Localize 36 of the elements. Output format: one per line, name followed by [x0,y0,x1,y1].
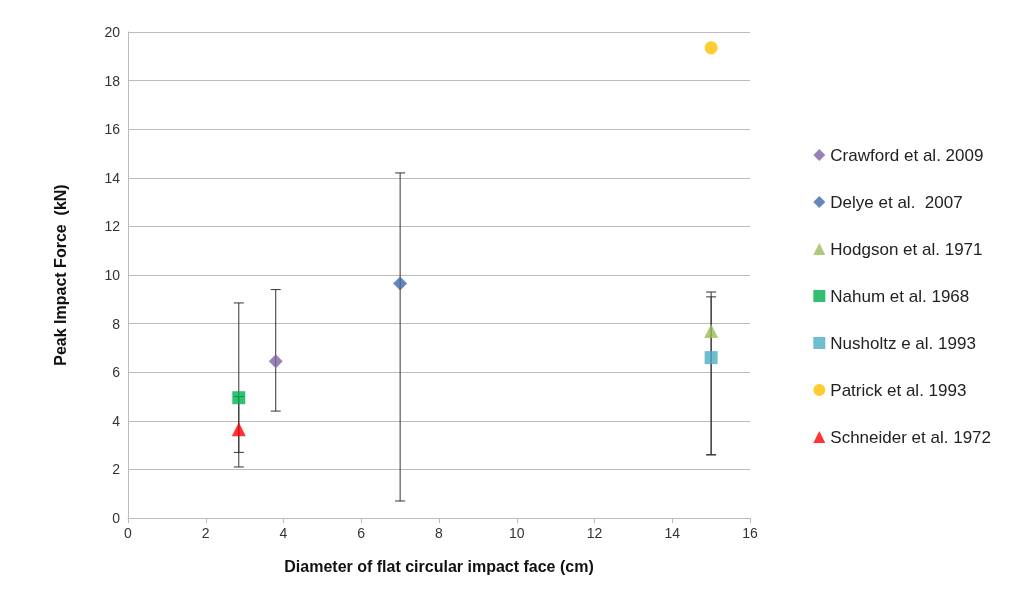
y-tick-label: 14 [104,169,121,186]
legend-label: Nusholtz e al. 1993 [830,333,976,353]
y-axis-title: Peak Impact Force (kN) [51,184,69,366]
point [704,351,718,365]
point [704,41,718,55]
legend-label: Patrick et al. 1993 [830,380,967,400]
x-tick-label: 2 [201,525,210,541]
y-tick-label: 20 [104,24,121,40]
x-tick-label: 8 [435,525,444,541]
x-tick-label: 0 [124,525,133,541]
legend-label: Nahum et al. 1968 [830,286,970,306]
x-axis-title: Diameter of flat circular impact face (cm) [284,557,594,575]
legend-label: Delye et al. 2007 [830,192,963,212]
y-tick-label: 4 [112,412,121,429]
y-tick-label: 18 [104,72,121,89]
point [268,354,283,369]
y-tick-label: 12 [104,218,121,235]
legend-label: Crawford et al. 2009 [830,145,984,165]
x-tick-label: 6 [357,525,366,541]
x-tick-label: 14 [664,525,681,541]
y-tick-label: 2 [112,461,121,478]
legend-label: Hodgson et al. 1971 [830,239,983,259]
point [704,323,719,338]
legend-label: Schneider et al. 1972 [830,427,991,447]
y-tick-label: 16 [104,121,121,138]
x-tick-label: 4 [279,525,288,541]
y-tick-label: 10 [104,267,121,283]
x-tick-label: 16 [742,525,758,541]
y-tick-label: 6 [112,364,121,381]
point [393,276,408,291]
point [232,391,246,405]
point [231,422,246,437]
x-tick-label: 10 [508,525,525,541]
y-tick-label: 8 [112,315,121,332]
x-tick-label: 12 [586,525,603,541]
y-tick-label: 0 [112,510,121,526]
